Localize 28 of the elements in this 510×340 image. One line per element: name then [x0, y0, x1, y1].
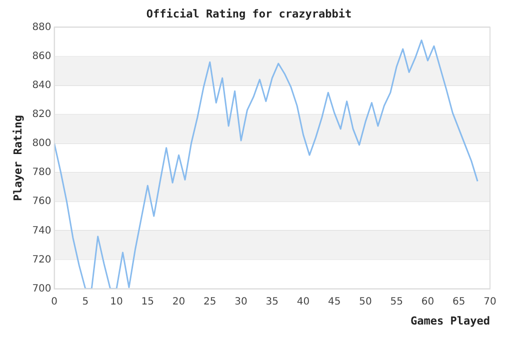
y-tick-label: 840 [32, 80, 52, 91]
x-tick-label: 60 [421, 296, 434, 308]
y-tick-label: 860 [32, 50, 52, 62]
x-tick-label: 25 [204, 296, 216, 308]
x-tick-label: 35 [266, 296, 279, 308]
y-tick-label: 740 [32, 225, 52, 236]
y-axis-title: Player Rating [11, 114, 24, 202]
x-tick-label: 20 [172, 296, 186, 308]
x-tick-label: 50 [359, 296, 372, 308]
y-tick-label: 780 [32, 167, 52, 178]
x-tick-label: 15 [141, 296, 154, 308]
x-tick-label: 5 [82, 296, 89, 308]
x-tick-label: 10 [110, 296, 123, 308]
x-tick-label: 65 [452, 296, 466, 308]
y-tick-label: 700 [32, 283, 52, 294]
y-tick-label: 880 [32, 22, 52, 33]
y-tick-label: 800 [32, 138, 52, 150]
x-tick-label: 70 [484, 296, 496, 308]
x-tick-label: 30 [234, 296, 248, 308]
x-axis-title: Games Played [410, 314, 490, 328]
x-tick-label: 40 [296, 296, 310, 308]
x-tick-label: 0 [51, 296, 58, 308]
y-tick-label: 760 [32, 196, 52, 208]
x-tick-label: 45 [328, 296, 341, 308]
x-tick-label: 55 [390, 296, 403, 308]
y-tick-label: 720 [32, 254, 52, 266]
y-tick-label: 820 [32, 108, 52, 120]
chart-title: Official Rating for crazyrabbit [146, 7, 352, 20]
